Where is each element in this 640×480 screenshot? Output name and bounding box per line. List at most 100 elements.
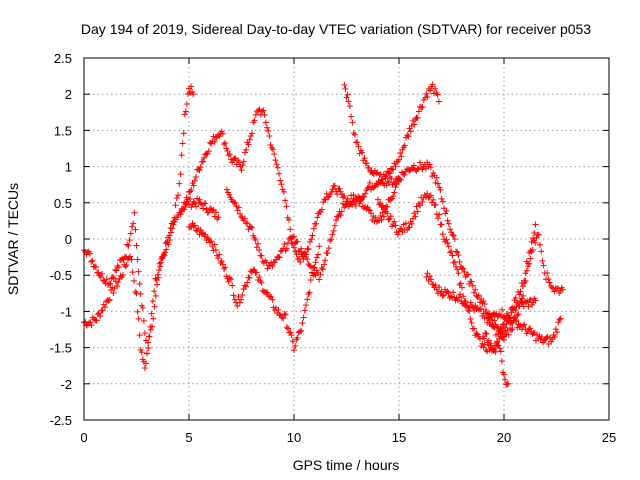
data-point bbox=[482, 330, 489, 337]
data-point bbox=[509, 326, 516, 333]
data-point bbox=[191, 177, 198, 184]
data-point bbox=[454, 266, 461, 273]
data-point bbox=[505, 331, 512, 338]
data-point bbox=[505, 315, 512, 322]
data-point bbox=[520, 292, 527, 299]
data-point bbox=[502, 324, 509, 331]
data-point bbox=[221, 141, 227, 148]
data-point bbox=[508, 327, 515, 334]
data-point bbox=[138, 349, 145, 356]
data-point bbox=[171, 214, 178, 221]
data-point bbox=[308, 236, 315, 243]
data-point bbox=[447, 293, 454, 300]
data-point bbox=[283, 203, 290, 210]
data-point bbox=[417, 159, 423, 166]
data-point bbox=[535, 231, 542, 238]
data-point bbox=[414, 208, 421, 215]
data-point bbox=[281, 310, 288, 317]
data-point bbox=[465, 271, 471, 278]
data-point bbox=[459, 284, 465, 291]
data-point bbox=[304, 296, 311, 303]
data-point bbox=[442, 210, 449, 217]
data-point bbox=[264, 265, 271, 272]
data-point bbox=[183, 101, 190, 108]
data-point bbox=[366, 207, 373, 214]
y-tick-label: 2.5 bbox=[54, 51, 72, 66]
data-point bbox=[377, 171, 384, 178]
data-point bbox=[552, 326, 559, 333]
data-point bbox=[445, 243, 452, 250]
data-point bbox=[310, 265, 317, 272]
data-point bbox=[137, 290, 144, 297]
data-point bbox=[258, 279, 265, 286]
data-point bbox=[162, 249, 168, 256]
data-point bbox=[231, 296, 238, 303]
data-point bbox=[172, 202, 179, 209]
data-point bbox=[190, 182, 197, 189]
data-point bbox=[247, 132, 254, 139]
series-track-g bbox=[375, 190, 539, 355]
data-point bbox=[133, 242, 140, 249]
data-point bbox=[499, 306, 506, 313]
data-point bbox=[89, 257, 96, 264]
data-point bbox=[100, 277, 107, 284]
data-point bbox=[243, 283, 249, 290]
data-point bbox=[545, 276, 552, 283]
data-point bbox=[397, 176, 404, 183]
data-point bbox=[557, 315, 564, 322]
data-point bbox=[154, 281, 161, 288]
data-point bbox=[399, 146, 406, 153]
y-tick-label: -2.5 bbox=[50, 413, 72, 428]
data-point bbox=[115, 264, 122, 271]
data-point bbox=[130, 277, 137, 284]
data-point bbox=[443, 207, 450, 214]
data-point bbox=[481, 300, 488, 307]
data-point bbox=[483, 330, 490, 337]
data-point bbox=[256, 274, 263, 281]
data-point bbox=[450, 289, 457, 296]
data-point bbox=[309, 232, 316, 239]
data-point bbox=[156, 260, 163, 267]
data-point bbox=[445, 220, 452, 227]
data-point bbox=[546, 279, 553, 286]
data-point bbox=[338, 208, 345, 215]
series-track-j bbox=[480, 221, 539, 354]
data-point bbox=[321, 261, 327, 268]
data-point bbox=[427, 164, 434, 171]
data-point bbox=[226, 191, 233, 198]
data-point bbox=[202, 231, 209, 238]
data-point bbox=[208, 238, 215, 245]
data-point bbox=[244, 220, 251, 227]
data-point bbox=[311, 264, 318, 271]
data-point bbox=[193, 173, 199, 180]
data-point bbox=[433, 174, 440, 181]
data-point bbox=[197, 164, 204, 171]
data-point bbox=[434, 91, 441, 98]
data-point bbox=[437, 186, 444, 193]
data-point bbox=[349, 119, 356, 126]
data-point bbox=[152, 292, 159, 299]
data-point bbox=[287, 226, 294, 233]
data-point bbox=[404, 132, 411, 139]
data-point bbox=[97, 313, 104, 320]
data-point bbox=[221, 265, 227, 272]
data-point bbox=[555, 319, 562, 326]
data-point bbox=[394, 231, 401, 238]
data-point bbox=[497, 348, 504, 355]
data-point bbox=[495, 331, 502, 338]
data-point bbox=[427, 192, 434, 199]
data-point bbox=[225, 152, 232, 159]
data-point bbox=[266, 133, 273, 140]
data-point bbox=[99, 307, 106, 314]
data-point bbox=[472, 302, 479, 309]
data-point bbox=[539, 257, 546, 264]
data-point bbox=[460, 293, 467, 300]
data-point bbox=[519, 295, 525, 302]
data-point bbox=[304, 256, 311, 263]
data-point bbox=[306, 289, 313, 296]
data-point bbox=[455, 294, 462, 301]
data-point bbox=[467, 315, 474, 322]
data-point bbox=[151, 288, 158, 295]
data-point bbox=[439, 198, 446, 205]
data-point bbox=[375, 196, 381, 203]
